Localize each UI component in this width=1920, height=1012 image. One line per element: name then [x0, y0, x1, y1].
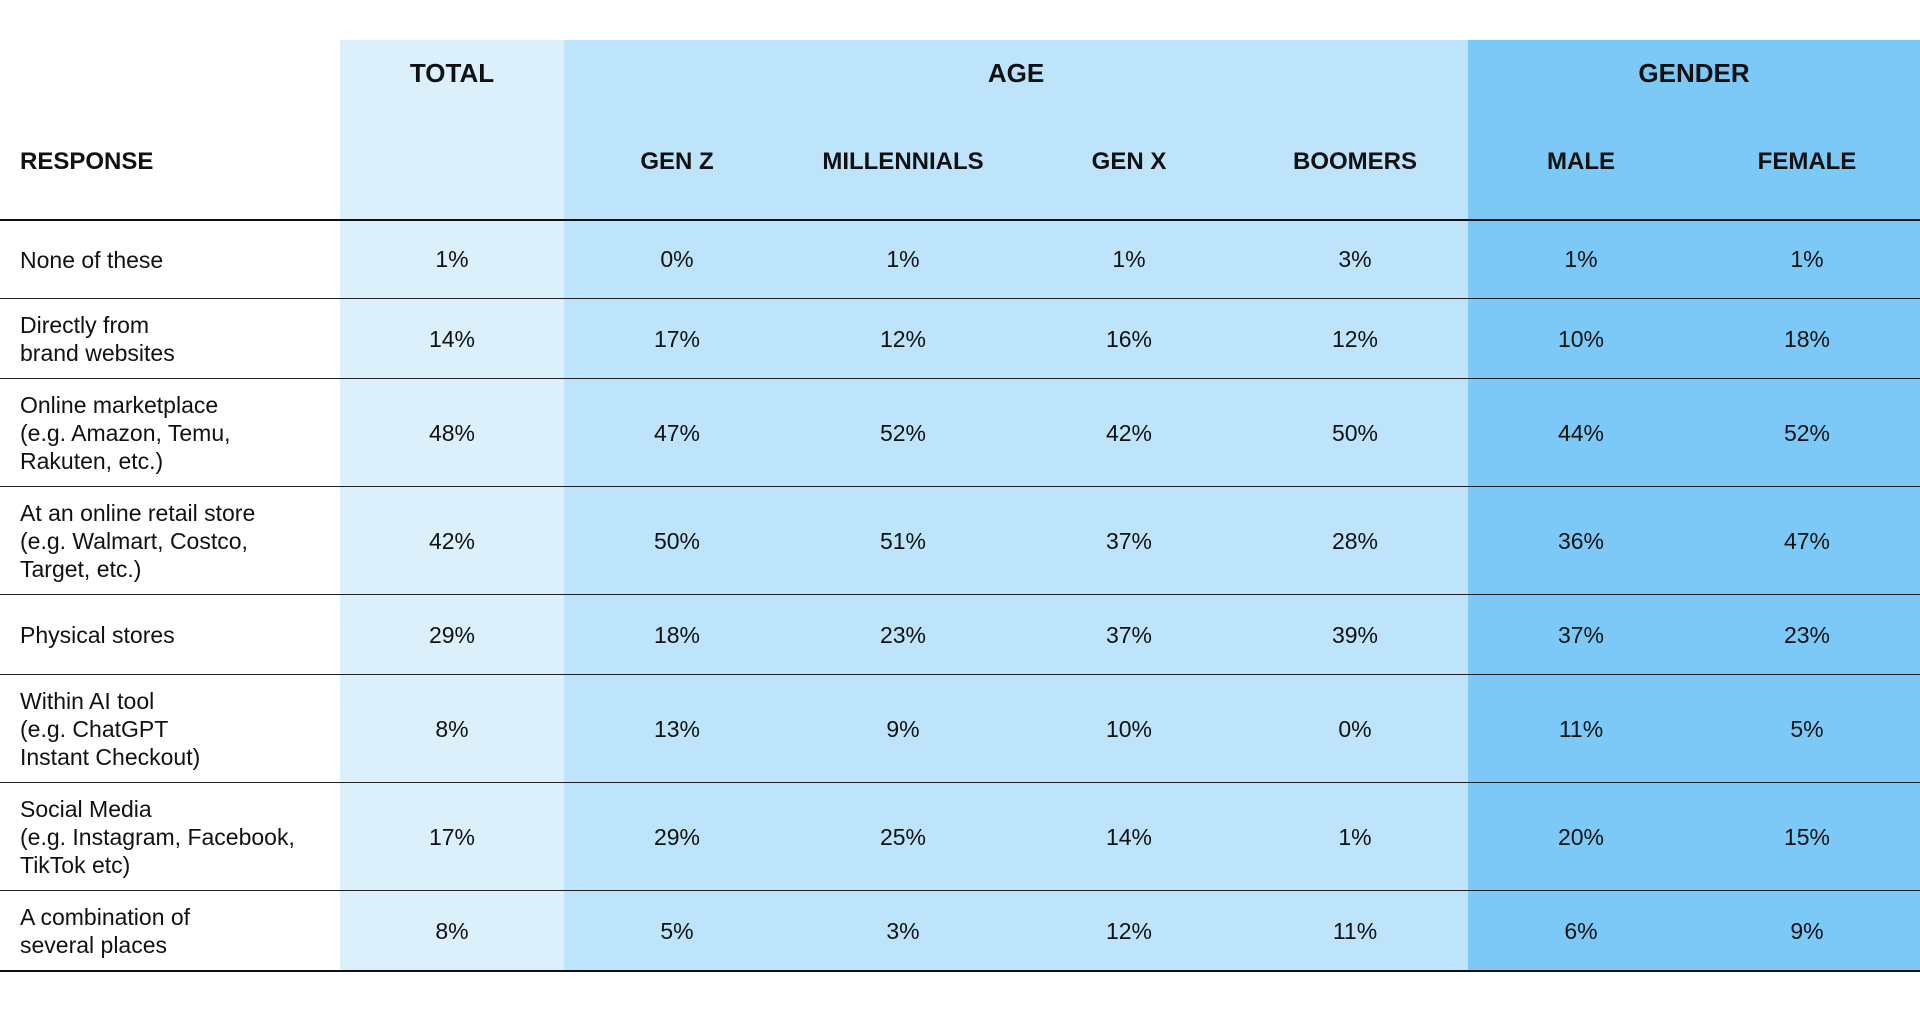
data-cell: 48%: [428, 419, 476, 446]
group-header-total: TOTAL: [409, 58, 495, 88]
data-cell: 36%: [1557, 527, 1605, 554]
row-label: At an online retail store (e.g. Walmart,…: [20, 500, 256, 582]
row-label: Physical stores: [20, 622, 175, 648]
data-cell: 50%: [653, 527, 701, 554]
data-cell: 18%: [1783, 325, 1831, 352]
data-cell: 47%: [1783, 527, 1831, 554]
row-divider: [0, 782, 1920, 783]
data-cell: 8%: [435, 715, 469, 742]
data-cell: 1%: [1790, 246, 1824, 272]
response-header: RESPONSE: [20, 148, 154, 175]
data-cell: 29%: [653, 823, 701, 850]
data-cell: 39%: [1331, 621, 1379, 648]
row-divider: [0, 298, 1920, 299]
column-header-female: FEMALE: [1757, 148, 1857, 175]
data-cell: 12%: [1105, 917, 1153, 944]
table-bottom-rule: [0, 970, 1920, 972]
data-cell: 0%: [660, 246, 694, 272]
data-cell: 37%: [1105, 621, 1153, 648]
data-cell: 10%: [1557, 325, 1605, 352]
data-cell: 29%: [428, 621, 476, 648]
data-cell: 12%: [879, 325, 927, 352]
data-cell: 11%: [1558, 715, 1604, 742]
header-rule: [0, 219, 1920, 221]
column-header-male: MALE: [1547, 148, 1615, 175]
group-header-gender: GENDER: [1638, 58, 1750, 88]
data-cell: 18%: [653, 621, 701, 648]
row-label: Social Media (e.g. Instagram, Facebook, …: [20, 796, 295, 878]
data-cell: 1%: [435, 246, 469, 272]
group-header-age: AGE: [987, 58, 1045, 88]
data-cell: 14%: [1105, 823, 1153, 850]
data-cell: 5%: [660, 917, 694, 944]
data-cell: 3%: [1338, 246, 1372, 272]
age-column-band: [564, 40, 1468, 970]
data-cell: 5%: [1790, 715, 1824, 742]
data-cell: 9%: [1790, 917, 1824, 944]
data-cell: 8%: [435, 917, 469, 944]
data-cell: 1%: [1112, 246, 1146, 272]
data-cell: 25%: [879, 823, 927, 850]
data-cell: 1%: [1338, 823, 1372, 850]
data-cell: 37%: [1557, 621, 1605, 648]
row-divider: [0, 486, 1920, 487]
data-cell: 42%: [428, 527, 476, 554]
data-cell: 42%: [1105, 419, 1153, 446]
row-divider: [0, 594, 1920, 595]
data-cell: 20%: [1557, 823, 1605, 850]
data-cell: 12%: [1331, 325, 1379, 352]
row-divider: [0, 890, 1920, 891]
total-column-band: [340, 40, 564, 970]
row-label: A combination of several places: [20, 904, 191, 958]
data-cell: 52%: [1783, 419, 1831, 446]
column-header-millennials: MILLENNIALS: [822, 148, 984, 175]
data-cell: 50%: [1331, 419, 1379, 446]
data-cell: 13%: [653, 715, 701, 742]
row-label: Directly from brand websites: [20, 312, 175, 366]
data-cell: 17%: [653, 325, 701, 352]
data-cell: 6%: [1564, 917, 1598, 944]
data-cell: 17%: [428, 823, 476, 850]
row-label: Online marketplace (e.g. Amazon, Temu, R…: [20, 392, 231, 474]
data-cell: 10%: [1105, 715, 1153, 742]
data-cell: 3%: [886, 917, 920, 944]
gender-column-band: [1468, 40, 1920, 970]
data-cell: 37%: [1105, 527, 1153, 554]
row-label: None of these: [20, 246, 164, 273]
data-cell: 9%: [886, 715, 920, 742]
row-divider: [0, 674, 1920, 675]
data-cell: 47%: [653, 419, 701, 446]
data-cell: 16%: [1105, 325, 1153, 352]
data-cell: 23%: [879, 621, 927, 648]
data-cell: 0%: [1338, 715, 1372, 742]
data-cell: 28%: [1331, 527, 1379, 554]
data-cell: 11%: [1332, 917, 1378, 944]
row-label: Within AI tool (e.g. ChatGPT Instant Che…: [20, 688, 201, 770]
column-header-gen-z: GEN Z: [640, 148, 714, 175]
column-header-boomers: BOOMERS: [1292, 148, 1417, 175]
data-cell: 23%: [1783, 621, 1831, 648]
data-cell: 52%: [879, 419, 927, 446]
data-cell: 44%: [1557, 419, 1605, 446]
row-divider: [0, 378, 1920, 379]
data-cell: 15%: [1783, 823, 1831, 850]
data-cell: 51%: [879, 527, 927, 554]
data-cell: 14%: [428, 325, 476, 352]
data-cell: 1%: [1564, 246, 1598, 272]
data-cell: 1%: [886, 246, 920, 272]
column-header-gen-x: GEN X: [1091, 148, 1167, 175]
